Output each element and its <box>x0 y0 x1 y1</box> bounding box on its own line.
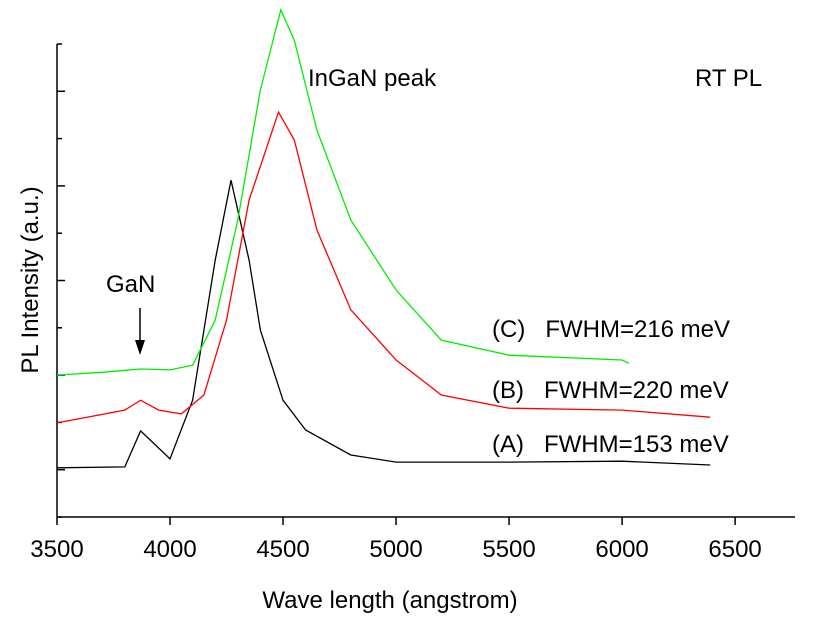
series-line <box>56 180 711 469</box>
series-line <box>56 7 630 376</box>
annotation: GaN <box>106 271 155 298</box>
x-tick-label: 4000 <box>143 536 196 563</box>
arrow-head <box>135 340 145 355</box>
x-tick-label: 3500 <box>30 536 83 563</box>
x-tick-label: 6000 <box>595 536 648 563</box>
series-line <box>56 110 711 424</box>
series-label: (C) FWHM=216 meV <box>492 316 730 343</box>
y-axis-title: PL Intensity (a.u.) <box>17 186 44 373</box>
x-tick-label: 5500 <box>482 536 535 563</box>
x-tick-label: 5000 <box>369 536 422 563</box>
x-tick-label: 4500 <box>256 536 309 563</box>
x-axis-title: Wave length (angstrom) <box>262 587 517 614</box>
series-label: (A) FWHM=153 meV <box>492 431 729 458</box>
annotation: InGaN peak <box>308 65 437 92</box>
x-tick-label: 6500 <box>708 536 761 563</box>
annotation: RT PL <box>695 65 762 92</box>
series-label: (B) FWHM=220 meV <box>492 377 729 404</box>
